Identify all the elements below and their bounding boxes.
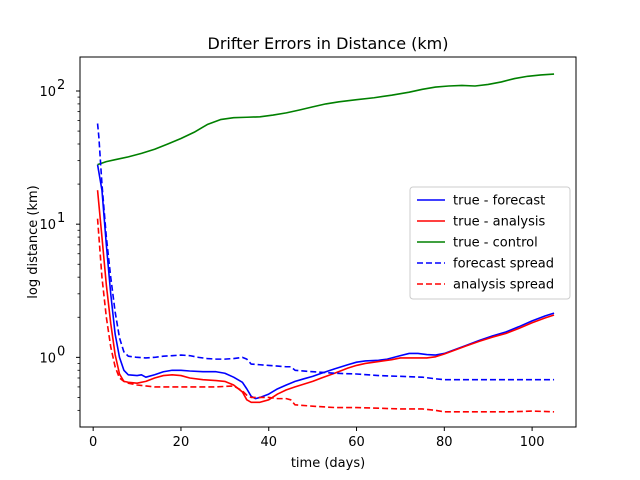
legend-box <box>409 186 571 300</box>
series-line-3 <box>96 123 555 381</box>
y-tick-exponent: 2 <box>57 78 65 93</box>
y-tick-label: 10 <box>39 85 56 100</box>
x-tick-label: 80 <box>436 435 453 450</box>
plot-lines <box>96 73 555 413</box>
plot-frame <box>79 56 577 428</box>
x-tick-label: 40 <box>260 435 277 450</box>
x-axis-title: time (days) <box>291 456 365 471</box>
legend-label: forecast spread <box>453 257 554 272</box>
series-line-1 <box>96 190 555 404</box>
series-line-4 <box>96 218 555 413</box>
legend-label: true - analysis <box>453 215 545 230</box>
y-tick-exponent: 0 <box>57 344 65 359</box>
legend-label: analysis spread <box>453 278 554 293</box>
x-tick-label: 0 <box>89 435 97 450</box>
y-tick-label: 10 <box>39 218 56 233</box>
legend-label: true - control <box>453 236 538 251</box>
x-tick-label: 20 <box>173 435 190 450</box>
series-line-2 <box>97 73 555 166</box>
x-axis: 0 20 40 60 80 100 <box>89 427 545 450</box>
y-axis-title: log distance (km) <box>26 185 41 299</box>
x-tick-label: 60 <box>348 435 365 450</box>
legend: true - forecast true - analysis true - con… <box>409 186 571 300</box>
chart-title: Drifter Errors in Distance (km) <box>208 34 449 53</box>
legend-label: true - forecast <box>453 194 545 209</box>
y-tick-label: 10 <box>39 351 56 366</box>
x-tick-label: 100 <box>520 435 545 450</box>
y-tick-exponent: 1 <box>57 211 65 226</box>
